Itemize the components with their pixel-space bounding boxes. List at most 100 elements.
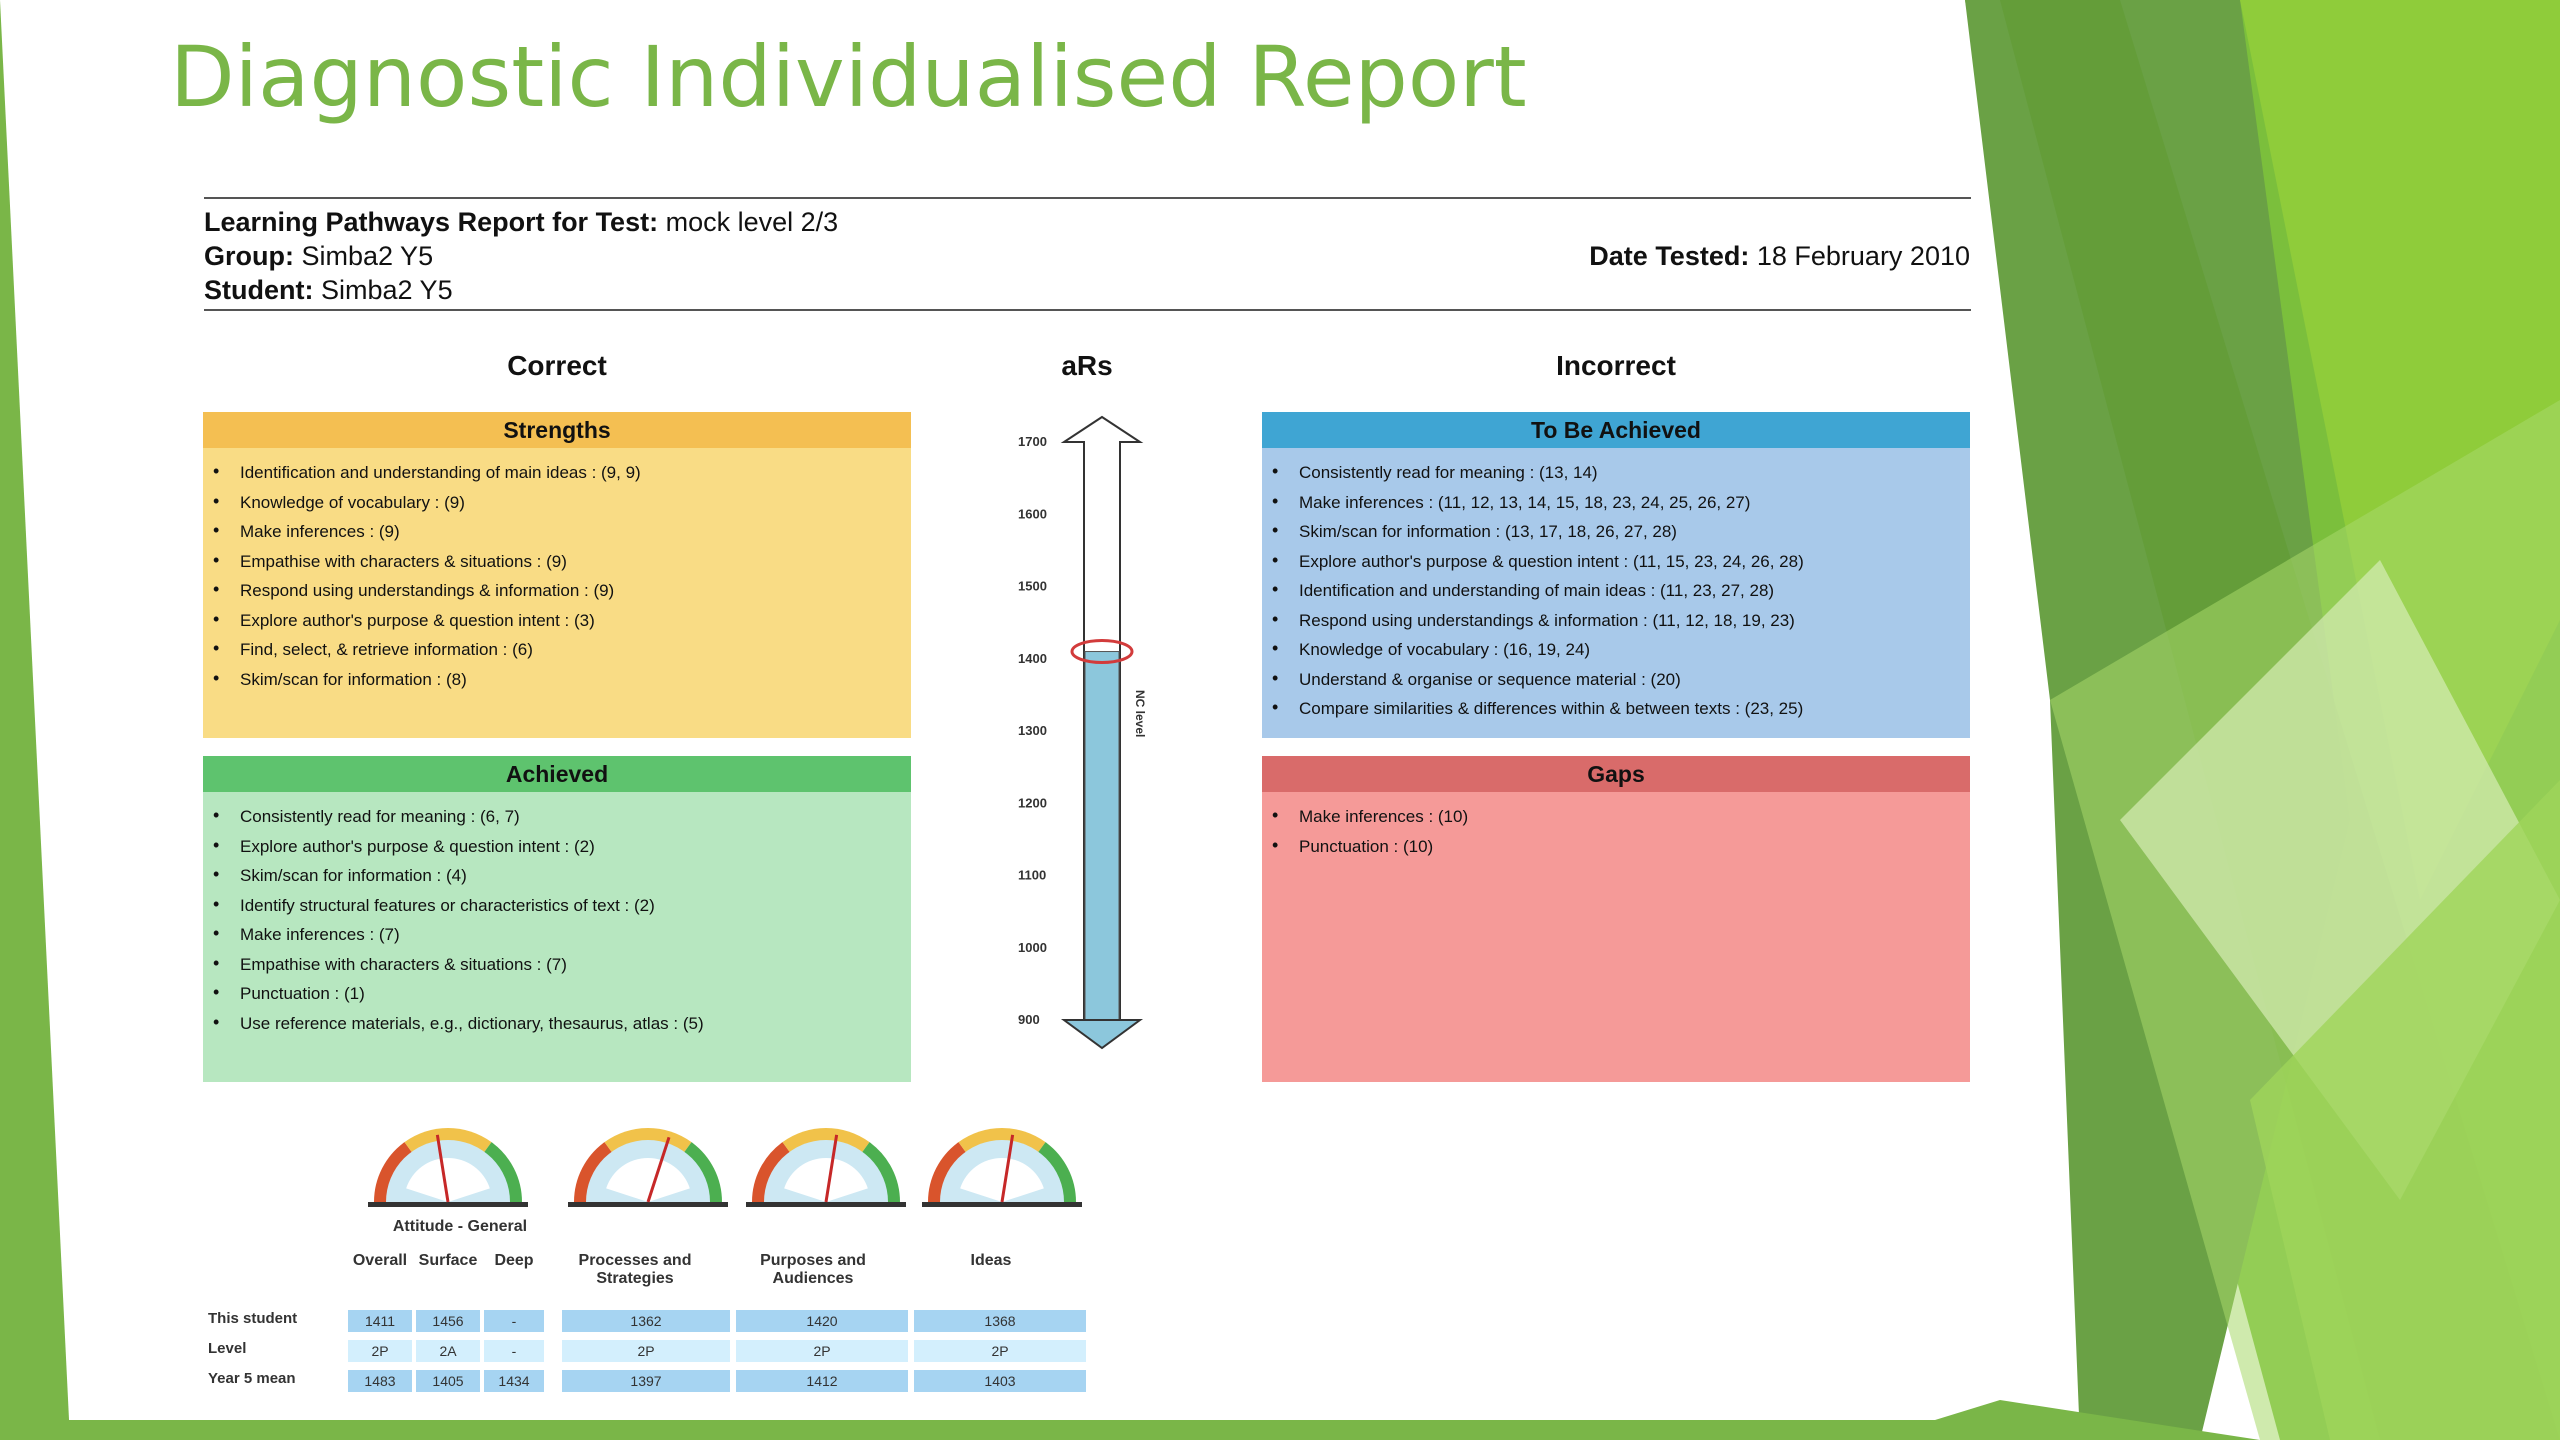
table-cell: 1403 <box>914 1370 1086 1392</box>
list-item: Use reference materials, e.g., dictionar… <box>213 1008 911 1039</box>
table-cell: - <box>484 1310 544 1332</box>
gauge-needle <box>824 1134 839 1203</box>
student-line: Student: Simba2 Y5 <box>204 273 453 307</box>
table-cell: 2P <box>562 1340 730 1362</box>
gaps-list: Make inferences : (10) Punctuation : (10… <box>1262 792 1970 861</box>
table-cell: 2P <box>348 1340 412 1362</box>
list-item: Respond using understandings & informati… <box>1272 605 1970 636</box>
group-label: Group: <box>204 241 294 271</box>
ars-score-marker <box>1070 639 1134 665</box>
strengths-panel: Strengths Identification and understandi… <box>203 412 911 738</box>
list-item: Explore author's purpose & question inte… <box>1272 546 1970 577</box>
test-line: Learning Pathways Report for Test: mock … <box>204 205 838 239</box>
correct-heading: Correct <box>507 350 607 381</box>
date-value: 18 February 2010 <box>1756 241 1970 271</box>
list-item: Punctuation : (1) <box>213 978 911 1009</box>
achieved-list: Consistently read for meaning : (6, 7) E… <box>203 792 911 1038</box>
to-be-achieved-panel: To Be Achieved Consistently read for mea… <box>1262 412 1970 738</box>
list-item: Make inferences : (9) <box>213 516 911 547</box>
ars-tick-label: 1000 <box>1018 940 1047 955</box>
gauge-needle <box>646 1136 671 1203</box>
row-label: Level <box>208 1340 247 1357</box>
table-cell: 1405 <box>416 1370 480 1392</box>
test-value: mock level 2/3 <box>665 207 839 237</box>
table-cell: 2P <box>914 1340 1086 1362</box>
table-group-header: Attitude - General <box>392 1218 528 1235</box>
group-value: Simba2 Y5 <box>301 241 434 271</box>
column-header: Surface <box>418 1252 478 1269</box>
list-item: Skim/scan for information : (13, 17, 18,… <box>1272 516 1970 547</box>
list-item: Respond using understandings & informati… <box>213 575 911 606</box>
list-item: Compare similarities & differences withi… <box>1272 693 1970 724</box>
ars-tick-label: 1300 <box>1018 723 1047 738</box>
table-cell: 2A <box>416 1340 480 1362</box>
gaps-panel: Gaps Make inferences : (10) Punctuation … <box>1262 756 1970 1082</box>
column-header: Purposes and Audiences <box>760 1252 866 1287</box>
gauge-needle <box>1000 1134 1015 1203</box>
to-be-achieved-title: To Be Achieved <box>1262 412 1970 448</box>
table-cell: 1420 <box>736 1310 908 1332</box>
achieved-panel: Achieved Consistently read for meaning :… <box>203 756 911 1082</box>
column-header: Ideas <box>970 1252 1012 1269</box>
gauge-needle <box>435 1134 450 1203</box>
list-item: Make inferences : (10) <box>1272 801 1970 832</box>
ars-side-label: NC level <box>1133 690 1147 737</box>
list-item: Skim/scan for information : (8) <box>213 664 911 695</box>
list-item: Identification and understanding of main… <box>213 457 911 488</box>
strengths-list: Identification and understanding of main… <box>203 448 911 694</box>
list-item: Skim/scan for information : (4) <box>213 860 911 891</box>
to-be-achieved-list: Consistently read for meaning : (13, 14)… <box>1262 448 1970 724</box>
ars-arrow-down <box>1060 1019 1144 1050</box>
column-header: Overall <box>352 1252 408 1269</box>
ars-tick-label: 1700 <box>1018 434 1047 449</box>
list-item: Punctuation : (10) <box>1272 831 1970 862</box>
student-label: Student: <box>204 275 314 305</box>
student-value: Simba2 Y5 <box>321 275 453 305</box>
gauge-purposes <box>746 1128 906 1207</box>
list-item: Explore author's purpose & question inte… <box>213 605 911 636</box>
header-rule-top <box>204 197 1971 199</box>
ars-heading: aRs <box>1061 350 1113 381</box>
list-item: Find, select, & retrieve information : (… <box>213 634 911 665</box>
incorrect-heading: Incorrect <box>1556 350 1676 381</box>
table-cell: 1397 <box>562 1370 730 1392</box>
list-item: Make inferences : (7) <box>213 919 911 950</box>
ars-score-fill <box>1084 651 1120 1021</box>
strengths-title: Strengths <box>203 412 911 448</box>
table-cell: - <box>484 1340 544 1362</box>
ars-tick-label: 900 <box>1018 1012 1040 1027</box>
list-item: Consistently read for meaning : (6, 7) <box>213 801 911 832</box>
ars-tick-label: 1600 <box>1018 506 1047 521</box>
row-label: This student <box>208 1310 298 1327</box>
list-item: Explore author's purpose & question inte… <box>213 831 911 862</box>
list-item: Knowledge of vocabulary : (9) <box>213 487 911 518</box>
gauge-attitude <box>368 1128 528 1207</box>
list-item: Consistently read for meaning : (13, 14) <box>1272 457 1970 488</box>
gaps-title: Gaps <box>1262 756 1970 792</box>
column-header: Processes and Strategies <box>578 1252 692 1287</box>
list-item: Knowledge of vocabulary : (16, 19, 24) <box>1272 634 1970 665</box>
group-line: Group: Simba2 Y5 <box>204 239 433 273</box>
table-cell: 1412 <box>736 1370 908 1392</box>
row-label: Year 5 mean <box>208 1370 296 1387</box>
list-item: Identification and understanding of main… <box>1272 575 1970 606</box>
table-cell: 1483 <box>348 1370 412 1392</box>
ars-tick-label: 1100 <box>1018 868 1046 883</box>
table-cell: 1456 <box>416 1310 480 1332</box>
list-item: Make inferences : (11, 12, 13, 14, 15, 1… <box>1272 487 1970 518</box>
table-cell: 2P <box>736 1340 908 1362</box>
ars-scale: 1700 1600 1500 1400 1300 1200 1100 1000 900 NC l… <box>1018 415 1147 1050</box>
ars-tick-label: 1400 <box>1018 651 1047 666</box>
list-item: Empathise with characters & situations :… <box>213 546 911 577</box>
table-cell: 1368 <box>914 1310 1086 1332</box>
gauge-processes <box>568 1128 728 1207</box>
list-item: Identify structural features or characte… <box>213 890 911 921</box>
achieved-title: Achieved <box>203 756 911 792</box>
test-label: Learning Pathways Report for Test: <box>204 207 659 237</box>
slide-title: Diagnostic Individualised Report <box>170 28 1527 126</box>
score-table: Attitude - General Overall Surface Deep … <box>200 1208 1100 1408</box>
table-cell: 1434 <box>484 1370 544 1392</box>
column-header: Deep <box>494 1252 534 1269</box>
gauge-ideas <box>922 1128 1082 1207</box>
